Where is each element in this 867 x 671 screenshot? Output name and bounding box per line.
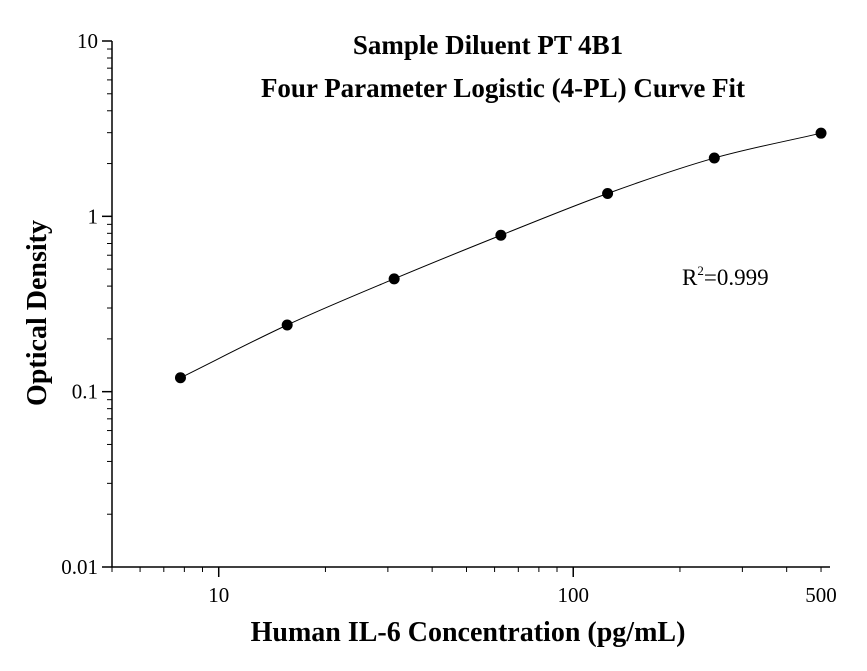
data-point bbox=[281, 319, 293, 331]
y-tick-label: 0.01 bbox=[61, 555, 98, 579]
chart-subtitle: Four Parameter Logistic (4-PL) Curve Fit bbox=[261, 73, 745, 103]
data-point bbox=[602, 187, 614, 199]
r-squared-superscript: 2 bbox=[697, 263, 704, 278]
x-axis-title: Human IL-6 Concentration (pg/mL) bbox=[251, 617, 686, 648]
fit-curve-group bbox=[180, 132, 822, 379]
r-squared-annotation: R2=0.999 bbox=[682, 263, 769, 290]
data-point bbox=[495, 229, 507, 241]
data-point bbox=[388, 273, 400, 285]
x-tick-label: 500 bbox=[805, 583, 837, 607]
y-axis-title: Optical Density bbox=[22, 220, 53, 406]
data-point bbox=[708, 152, 720, 164]
x-tick-label: 10 bbox=[208, 583, 229, 607]
x-tick-label: 100 bbox=[557, 583, 589, 607]
r-squared-value: =0.999 bbox=[704, 265, 769, 290]
y-tick-label: 10 bbox=[77, 29, 98, 53]
data-point bbox=[174, 372, 186, 384]
axes: 0.01 0.1 1 10 10 100 500 bbox=[61, 29, 837, 607]
chart-title: Sample Diluent PT 4B1 bbox=[353, 30, 623, 60]
y-tick-label: 0.1 bbox=[72, 380, 98, 404]
data-point bbox=[815, 127, 827, 139]
r-squared-base: R bbox=[682, 265, 698, 290]
y-tick-label: 1 bbox=[88, 204, 99, 228]
data-points bbox=[174, 127, 827, 384]
fit-curve bbox=[180, 132, 822, 379]
